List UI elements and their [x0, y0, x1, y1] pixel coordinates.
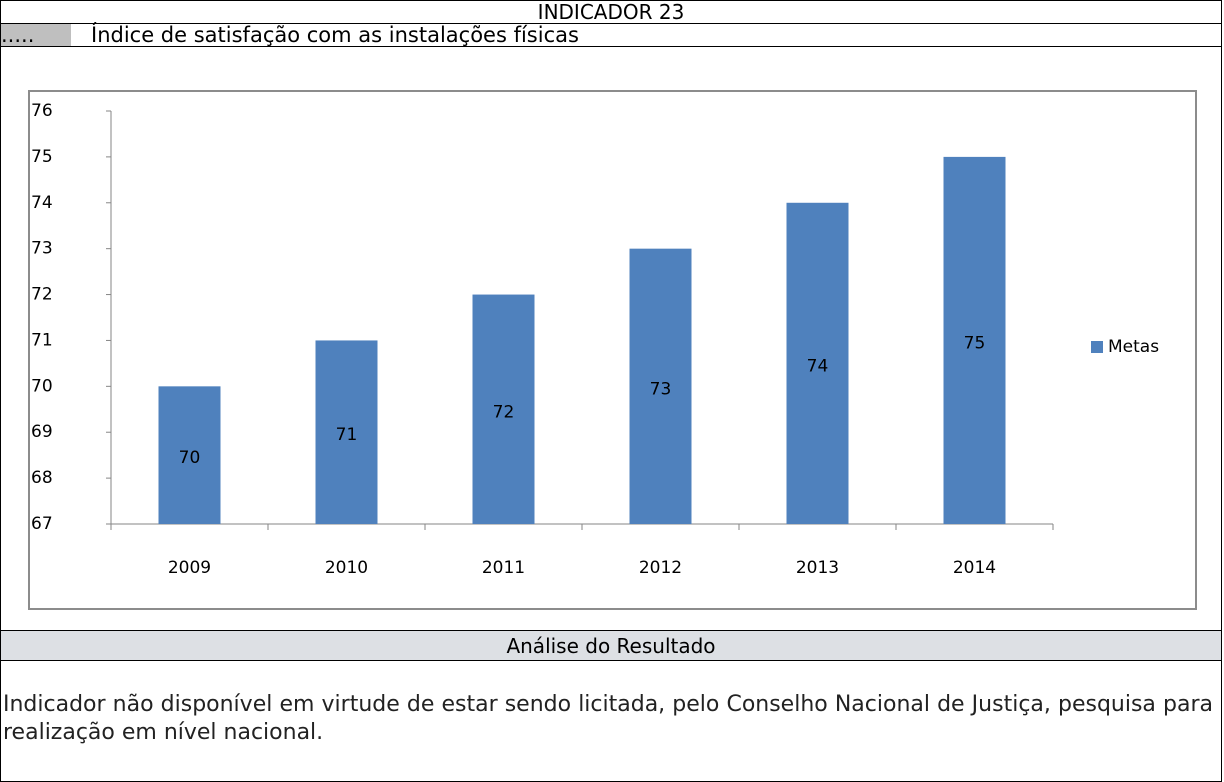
- analysis-header: Análise do Resultado: [0, 630, 1222, 660]
- x-tick-label: 2014: [953, 558, 996, 578]
- x-tick-label: 2011: [482, 558, 525, 578]
- analysis-title: Análise do Resultado: [506, 634, 716, 658]
- y-tick-label: 68: [31, 468, 53, 488]
- data-label: 71: [336, 425, 358, 445]
- y-tick-label: 74: [31, 193, 53, 213]
- y-tick-label: 71: [31, 330, 53, 350]
- legend-swatch: [1091, 341, 1103, 353]
- data-label: 75: [964, 333, 986, 353]
- x-tick-label: 2010: [325, 558, 368, 578]
- prefix: .....: [1, 24, 71, 47]
- analysis-body: Indicador não disponível em virtude de e…: [0, 660, 1222, 782]
- bar: [786, 202, 849, 524]
- y-tick-label: 70: [31, 376, 53, 396]
- analysis-text: Indicador não disponível em virtude de e…: [3, 692, 1213, 745]
- data-label: 73: [650, 379, 672, 399]
- bar: [315, 340, 378, 524]
- y-tick-label: 73: [31, 239, 53, 259]
- chart-row: 67 68 69 70 71 72 73 74 75 76 2009 70 2010 71 2011 72 20…: [0, 46, 1222, 630]
- y-tick-label: 75: [31, 147, 53, 167]
- subtitle-row: ..... Índice de satisfação com as instal…: [0, 23, 1222, 47]
- y-tick-label: 72: [31, 285, 53, 305]
- bar: [943, 156, 1006, 524]
- x-tick-label: 2009: [168, 558, 211, 578]
- data-label: 74: [807, 356, 829, 376]
- y-tick-label: 76: [31, 101, 53, 121]
- title-row: INDICADOR 23: [0, 0, 1222, 24]
- x-tick-label: 2013: [796, 558, 839, 578]
- legend-label: Metas: [1108, 337, 1159, 357]
- x-tick-label: 2012: [639, 558, 682, 578]
- data-label: 70: [179, 448, 201, 468]
- subtitle: Índice de satisfação com as instalações …: [91, 23, 579, 47]
- chart: 67 68 69 70 71 72 73 74 75 76 2009 70 2010 71 2011 72 20…: [28, 90, 1197, 610]
- bar: [629, 248, 692, 524]
- y-tick-label: 67: [31, 514, 53, 534]
- title: INDICADOR 23: [537, 0, 685, 24]
- data-label: 72: [493, 402, 515, 422]
- chart-frame: [28, 90, 1197, 610]
- bar: [158, 386, 221, 524]
- bar: [472, 294, 535, 524]
- y-tick-label: 69: [31, 422, 53, 442]
